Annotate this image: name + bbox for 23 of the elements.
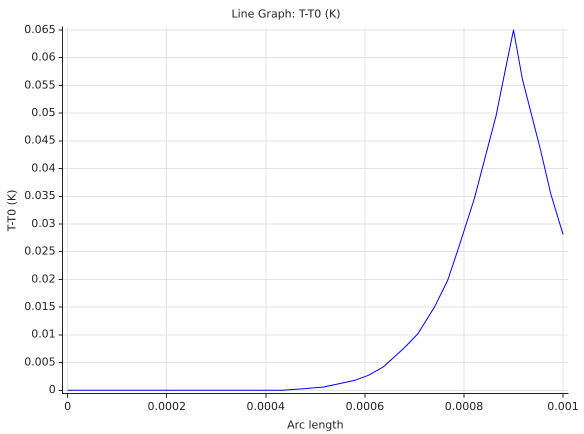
y-tick-label: 0.01 [31,328,56,341]
y-tick-label: 0.055 [24,78,56,92]
y-tick-label: 0.04 [31,161,56,174]
x-axis-title: Arc length [287,418,344,432]
y-tick-label: 0.06 [31,50,56,64]
y-tick-label: 0.015 [24,300,56,313]
y-tick-label: 0.05 [31,106,56,119]
chart-title: Line Graph: T-T0 (K) [231,7,341,20]
y-tick-label: 0.025 [24,244,56,258]
x-tick-label: 0.0008 [444,400,484,414]
y-tick-label: 0.045 [24,134,56,147]
y-tick-label: 0.03 [31,216,56,230]
y-tick-label: 0.065 [24,22,56,36]
x-tick-label: 0.0004 [246,400,286,414]
x-tick-label: 0.0006 [346,400,384,414]
x-tick-label: 0.001 [547,400,579,414]
y-axis-title: T-T0 (K) [5,190,18,232]
x-tick-label: 0.0002 [147,400,186,414]
y-tick-label: 0 [48,383,56,396]
x-tick-label: 0 [64,400,72,414]
y-tick-label: 0.035 [24,189,56,202]
y-tick-label: 0.005 [24,355,56,368]
y-tick-label: 0.02 [31,272,56,286]
